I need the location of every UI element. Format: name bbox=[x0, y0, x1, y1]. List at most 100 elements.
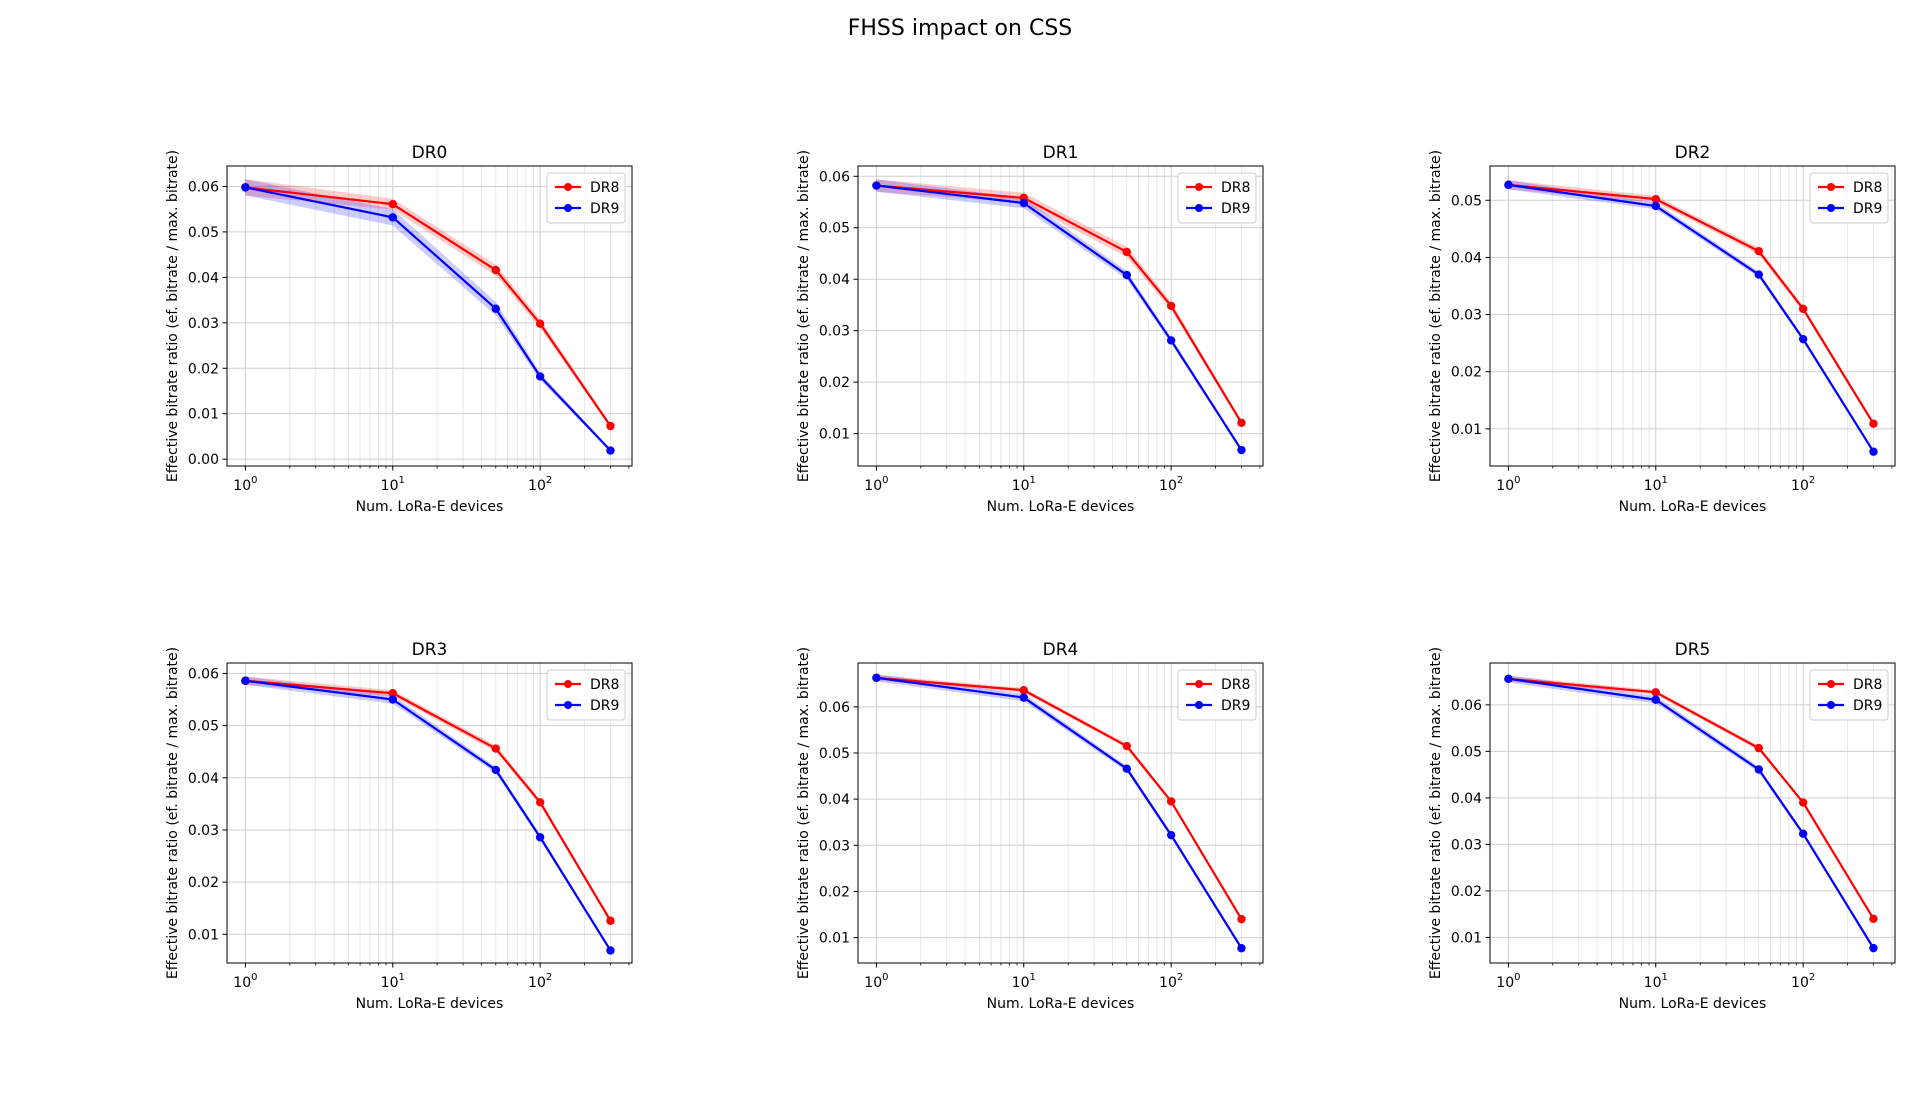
y-tick-label: 0.04 bbox=[1451, 791, 1482, 807]
data-point-dr9 bbox=[1869, 943, 1878, 953]
x-tick-exponent: 0 bbox=[882, 475, 888, 486]
y-tick-label: 0.04 bbox=[188, 270, 219, 286]
figure-title: FHSS impact on CSS bbox=[847, 16, 1073, 41]
data-point-dr9 bbox=[388, 213, 397, 222]
y-tick-label: 0.00 bbox=[188, 452, 219, 468]
legend-label: DR8 bbox=[1853, 677, 1882, 693]
data-point-dr8 bbox=[491, 265, 500, 275]
y-tick-label: 0.01 bbox=[819, 931, 850, 947]
x-tick-label: 101 bbox=[1012, 972, 1036, 991]
data-point-dr9 bbox=[491, 765, 500, 775]
legend-marker-dr8 bbox=[1827, 183, 1835, 191]
data-point-dr9 bbox=[1869, 447, 1878, 456]
data-point-dr8 bbox=[1869, 419, 1878, 428]
data-point-dr8 bbox=[1166, 301, 1176, 311]
y-tick-label: 0.06 bbox=[188, 666, 219, 682]
legend-marker-dr9 bbox=[1827, 701, 1835, 709]
x-tick-label: 101 bbox=[1644, 972, 1668, 991]
x-tick-exponent: 1 bbox=[1662, 972, 1668, 983]
data-point-dr9 bbox=[1122, 270, 1131, 280]
axes-frame bbox=[226, 165, 633, 467]
x-tick-exponent: 2 bbox=[546, 972, 552, 983]
data-point-dr9 bbox=[606, 946, 615, 955]
y-axis-label: Effective bitrate ratio (ef. bitrate / m… bbox=[796, 647, 812, 979]
data-point-dr9 bbox=[606, 446, 615, 455]
x-tick-label: 100 bbox=[233, 475, 257, 494]
x-tick-exponent: 2 bbox=[1177, 475, 1183, 486]
legend-label: DR9 bbox=[1221, 698, 1250, 714]
data-point-dr8 bbox=[535, 798, 545, 807]
x-tick-exponent: 0 bbox=[251, 972, 257, 983]
y-tick-label: 0.01 bbox=[819, 427, 850, 443]
axes-frame bbox=[857, 662, 1264, 964]
axes-frame bbox=[857, 165, 1264, 467]
data-point-dr9 bbox=[1504, 180, 1513, 190]
y-tick-label: 0.02 bbox=[819, 375, 850, 391]
x-tick-exponent: 1 bbox=[399, 475, 405, 486]
data-point-dr9 bbox=[241, 676, 250, 685]
data-point-dr8 bbox=[1651, 194, 1660, 204]
subplot-title: DR5 bbox=[1675, 640, 1711, 660]
legend-label: DR9 bbox=[1853, 698, 1882, 714]
y-axis-label: Effective bitrate ratio (ef. bitrate / m… bbox=[1428, 647, 1444, 979]
data-point-dr8 bbox=[606, 916, 615, 925]
y-tick-label: 0.01 bbox=[188, 927, 219, 943]
data-point-dr9 bbox=[535, 833, 545, 842]
data-point-dr8 bbox=[388, 199, 397, 209]
data-point-dr9 bbox=[872, 181, 881, 190]
data-point-dr8 bbox=[1237, 914, 1246, 924]
data-point-dr9 bbox=[1754, 765, 1763, 774]
x-axis-label: Num. LoRa-E devices bbox=[356, 499, 504, 515]
x-tick-label: 100 bbox=[864, 972, 888, 991]
data-point-dr8 bbox=[1122, 741, 1131, 751]
x-axis-label: Num. LoRa-E devices bbox=[356, 996, 504, 1012]
data-point-dr9 bbox=[388, 695, 397, 704]
y-tick-label: 0.05 bbox=[1451, 744, 1482, 760]
x-tick-label: 100 bbox=[864, 475, 888, 494]
legend-marker-dr9 bbox=[1827, 204, 1835, 212]
y-tick-label: 0.04 bbox=[819, 792, 850, 808]
x-tick-label: 102 bbox=[528, 972, 552, 991]
y-axis-label: Effective bitrate ratio (ef. bitrate / m… bbox=[165, 150, 181, 482]
y-tick-label: 0.05 bbox=[188, 225, 219, 241]
x-tick-label: 100 bbox=[1496, 972, 1520, 991]
data-point-dr9 bbox=[1166, 336, 1176, 345]
x-tick-label: 102 bbox=[1159, 475, 1183, 494]
y-tick-label: 0.02 bbox=[1451, 884, 1482, 900]
y-tick-label: 0.03 bbox=[1451, 837, 1482, 853]
subplot-dr4: 100 101 1020.010.020.030.040.050.06DR4Num.… bbox=[796, 640, 1264, 1012]
legend-label: DR8 bbox=[1221, 180, 1250, 196]
legend-marker-dr8 bbox=[1195, 680, 1203, 688]
x-tick-exponent: 2 bbox=[1809, 972, 1815, 983]
legend-label: DR9 bbox=[590, 201, 619, 217]
x-tick-label: 102 bbox=[1159, 972, 1183, 991]
subplot-title: DR2 bbox=[1675, 143, 1711, 163]
x-tick-exponent: 1 bbox=[399, 972, 405, 983]
data-point-dr8 bbox=[1237, 418, 1246, 427]
x-tick-exponent: 0 bbox=[1514, 972, 1520, 983]
legend-marker-dr9 bbox=[1195, 204, 1203, 212]
y-tick-label: 0.06 bbox=[1451, 698, 1482, 714]
y-tick-label: 0.06 bbox=[819, 169, 850, 185]
y-tick-label: 0.05 bbox=[819, 221, 850, 237]
legend-marker-dr8 bbox=[564, 680, 572, 688]
legend-label: DR8 bbox=[1221, 677, 1250, 693]
plot-area bbox=[1504, 180, 1878, 456]
y-tick-label: 0.04 bbox=[188, 771, 219, 787]
y-tick-label: 0.01 bbox=[1451, 930, 1482, 946]
x-tick-exponent: 2 bbox=[546, 475, 552, 486]
confidence-band-dr8 bbox=[245, 179, 611, 428]
data-point-dr8 bbox=[1019, 686, 1028, 695]
data-point-dr9 bbox=[1504, 674, 1513, 684]
data-point-dr9 bbox=[1019, 198, 1028, 208]
plot-area bbox=[1504, 674, 1878, 953]
x-axis-label: Num. LoRa-E devices bbox=[1619, 996, 1767, 1012]
confidence-band-dr8 bbox=[1508, 180, 1874, 426]
plot-area bbox=[241, 676, 615, 955]
data-point-dr8 bbox=[1122, 247, 1131, 257]
